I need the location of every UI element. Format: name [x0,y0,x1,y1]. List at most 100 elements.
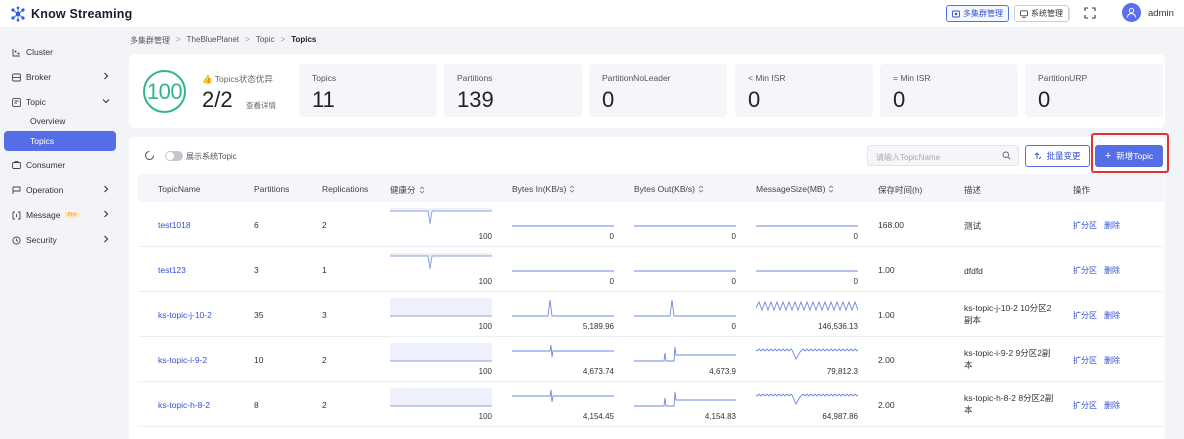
table-row: test1018 6 2 100 0 0 0 168.00 测试 扩分区 删除 [138,202,1164,247]
topic-name-link[interactable]: ks-topic-i-9-2 [158,355,208,365]
app-logo[interactable]: Know Streaming [10,6,132,22]
bytes-in-sparkline [512,344,614,358]
view-details-link[interactable]: 查看详情 [246,101,276,110]
health-score-ring: 100 [143,70,186,113]
batch-change-label: 批量变更 [1046,151,1081,161]
message-size-sparkline-value: 146,536.13 [817,322,858,331]
bytes-in-sparkline [512,389,614,403]
expand-partition-link[interactable]: 扩分区 [1073,401,1097,410]
health-sparkline-value: 100 [478,277,492,286]
delete-link[interactable]: 删除 [1104,356,1120,365]
sort-icon [829,185,834,193]
health-score-value: 100 [146,78,183,104]
expand-partition-link[interactable]: 扩分区 [1073,311,1097,320]
sort-icon [419,186,424,194]
sidebar-item-cluster[interactable]: Cluster [4,42,116,62]
replications-cell: 1 [322,265,327,275]
search-placeholder: 请输入TopicName [876,153,941,162]
sidebar-item-security[interactable]: Security [4,230,116,250]
breadcrumb-separator: > [280,35,286,44]
breadcrumb-separator: > [176,35,181,44]
sidebar-item-label: Topic [26,97,46,107]
breadcrumb-item[interactable]: TheBluePlanet [186,35,240,44]
topic-name-link[interactable]: test1018 [158,220,191,230]
breadcrumb-item[interactable]: 多集群管理 [130,36,170,45]
replications-cell: 2 [322,220,327,230]
operation-icon [12,186,21,194]
message-icon [12,211,21,219]
bytes-in-sparkline [512,225,614,227]
bytes-out-sparkline-value: 4,154.83 [704,412,736,421]
sidebar-item-broker[interactable]: Broker [4,67,116,87]
message-size-sparkline-value: 79,812.3 [826,367,858,376]
sidebar-item-label: Broker [26,72,52,82]
column-header-sortable[interactable]: Bytes Out(KB/s) [634,184,704,194]
search-icon[interactable] [1002,151,1011,160]
sidebar-item-message[interactable]: Message Pro [4,205,116,225]
topic-name-link[interactable]: ks-topic-h-8-2 [158,400,210,410]
column-header: 操作 [1073,185,1091,195]
topic-name-link[interactable]: ks-topic-j-10-2 [158,310,212,320]
replications-cell: 2 [322,355,327,365]
chevron-right-icon [104,235,109,243]
bytes-out-sparkline [634,225,736,227]
bytes-in-sparkline-value: 4,154.45 [582,412,614,421]
stat-card-partition-no-leader: PartitionNoLeader 0 [589,64,727,117]
sidebar-item-label: Operation [26,185,64,195]
expand-partition-link[interactable]: 扩分区 [1073,221,1097,230]
message-size-sparkline [756,348,858,360]
username[interactable]: admin [1148,8,1174,19]
refresh-icon[interactable] [144,150,155,161]
fullscreen-icon[interactable] [1084,7,1096,19]
partitions-cell: 3 [254,265,259,275]
sidebar-item-overview[interactable]: Overview [4,111,116,131]
broker-icon [12,73,21,81]
sidebar-item-topics[interactable]: Topics [4,131,116,151]
health-sparkline [390,388,492,407]
bytes-out-sparkline-value: 0 [731,232,736,241]
delete-link[interactable]: 删除 [1104,221,1120,230]
topic-search-input[interactable]: 请输入TopicName [867,145,1019,166]
stat-card-partitions: Partitions 139 [444,64,582,117]
delete-link[interactable]: 删除 [1104,266,1120,275]
show-system-topic-label: 展示系统Topic [186,152,237,161]
message-size-sparkline [756,270,858,272]
divider [1069,8,1070,20]
topic-state-label: 👍 Topics状态优异 [202,74,273,84]
description-cell: ks-topic-h-8-2 8分区2副本 [964,393,1054,415]
breadcrumb-item[interactable]: Topic [255,35,275,44]
stat-card-partition-urp: PartitionURP 0 [1025,64,1163,117]
sort-icon [698,185,704,193]
retention-cell: 1.00 [878,265,895,275]
expand-partition-link[interactable]: 扩分区 [1073,356,1097,365]
delete-link[interactable]: 删除 [1104,311,1120,320]
bytes-out-sparkline [634,270,736,272]
retention-cell: 168.00 [878,220,904,230]
show-system-topic-toggle[interactable] [165,151,183,161]
multi-cluster-button[interactable]: 多集群管理 [946,5,1009,22]
sidebar-item-operation[interactable]: Operation [4,180,116,200]
table-header: TopicName Partitions Replications 健康分 By… [138,174,1164,202]
avatar[interactable] [1122,3,1141,22]
column-header-sortable[interactable]: Bytes In(KB/s) [512,184,575,194]
retention-cell: 2.00 [878,400,895,410]
health-sparkline [390,298,492,317]
sidebar-item-label: Security [26,235,57,245]
topic-name-link[interactable]: test123 [158,265,186,275]
add-topic-button[interactable]: + 新增Topic [1095,145,1163,167]
column-header-sortable[interactable]: MessageSize(MB) [756,184,834,194]
column-header-sortable[interactable]: 健康分 [390,184,425,196]
sidebar-item-consumer[interactable]: Consumer [4,155,116,175]
delete-link[interactable]: 删除 [1104,401,1120,410]
cluster-icon [952,10,960,17]
message-size-sparkline-value: 0 [853,277,858,286]
health-sparkline-value: 100 [478,322,492,331]
batch-change-button[interactable]: 批量变更 [1025,145,1090,167]
system-management-button[interactable]: 系统管理 [1014,5,1069,22]
add-topic-label: 新增Topic [1116,151,1154,161]
expand-partition-link[interactable]: 扩分区 [1073,266,1097,275]
replications-cell: 3 [322,310,327,320]
plus-icon: + [1104,150,1112,162]
sidebar-item-topic[interactable]: Topic [4,92,116,112]
sidebar-item-label: Topics [30,136,55,146]
